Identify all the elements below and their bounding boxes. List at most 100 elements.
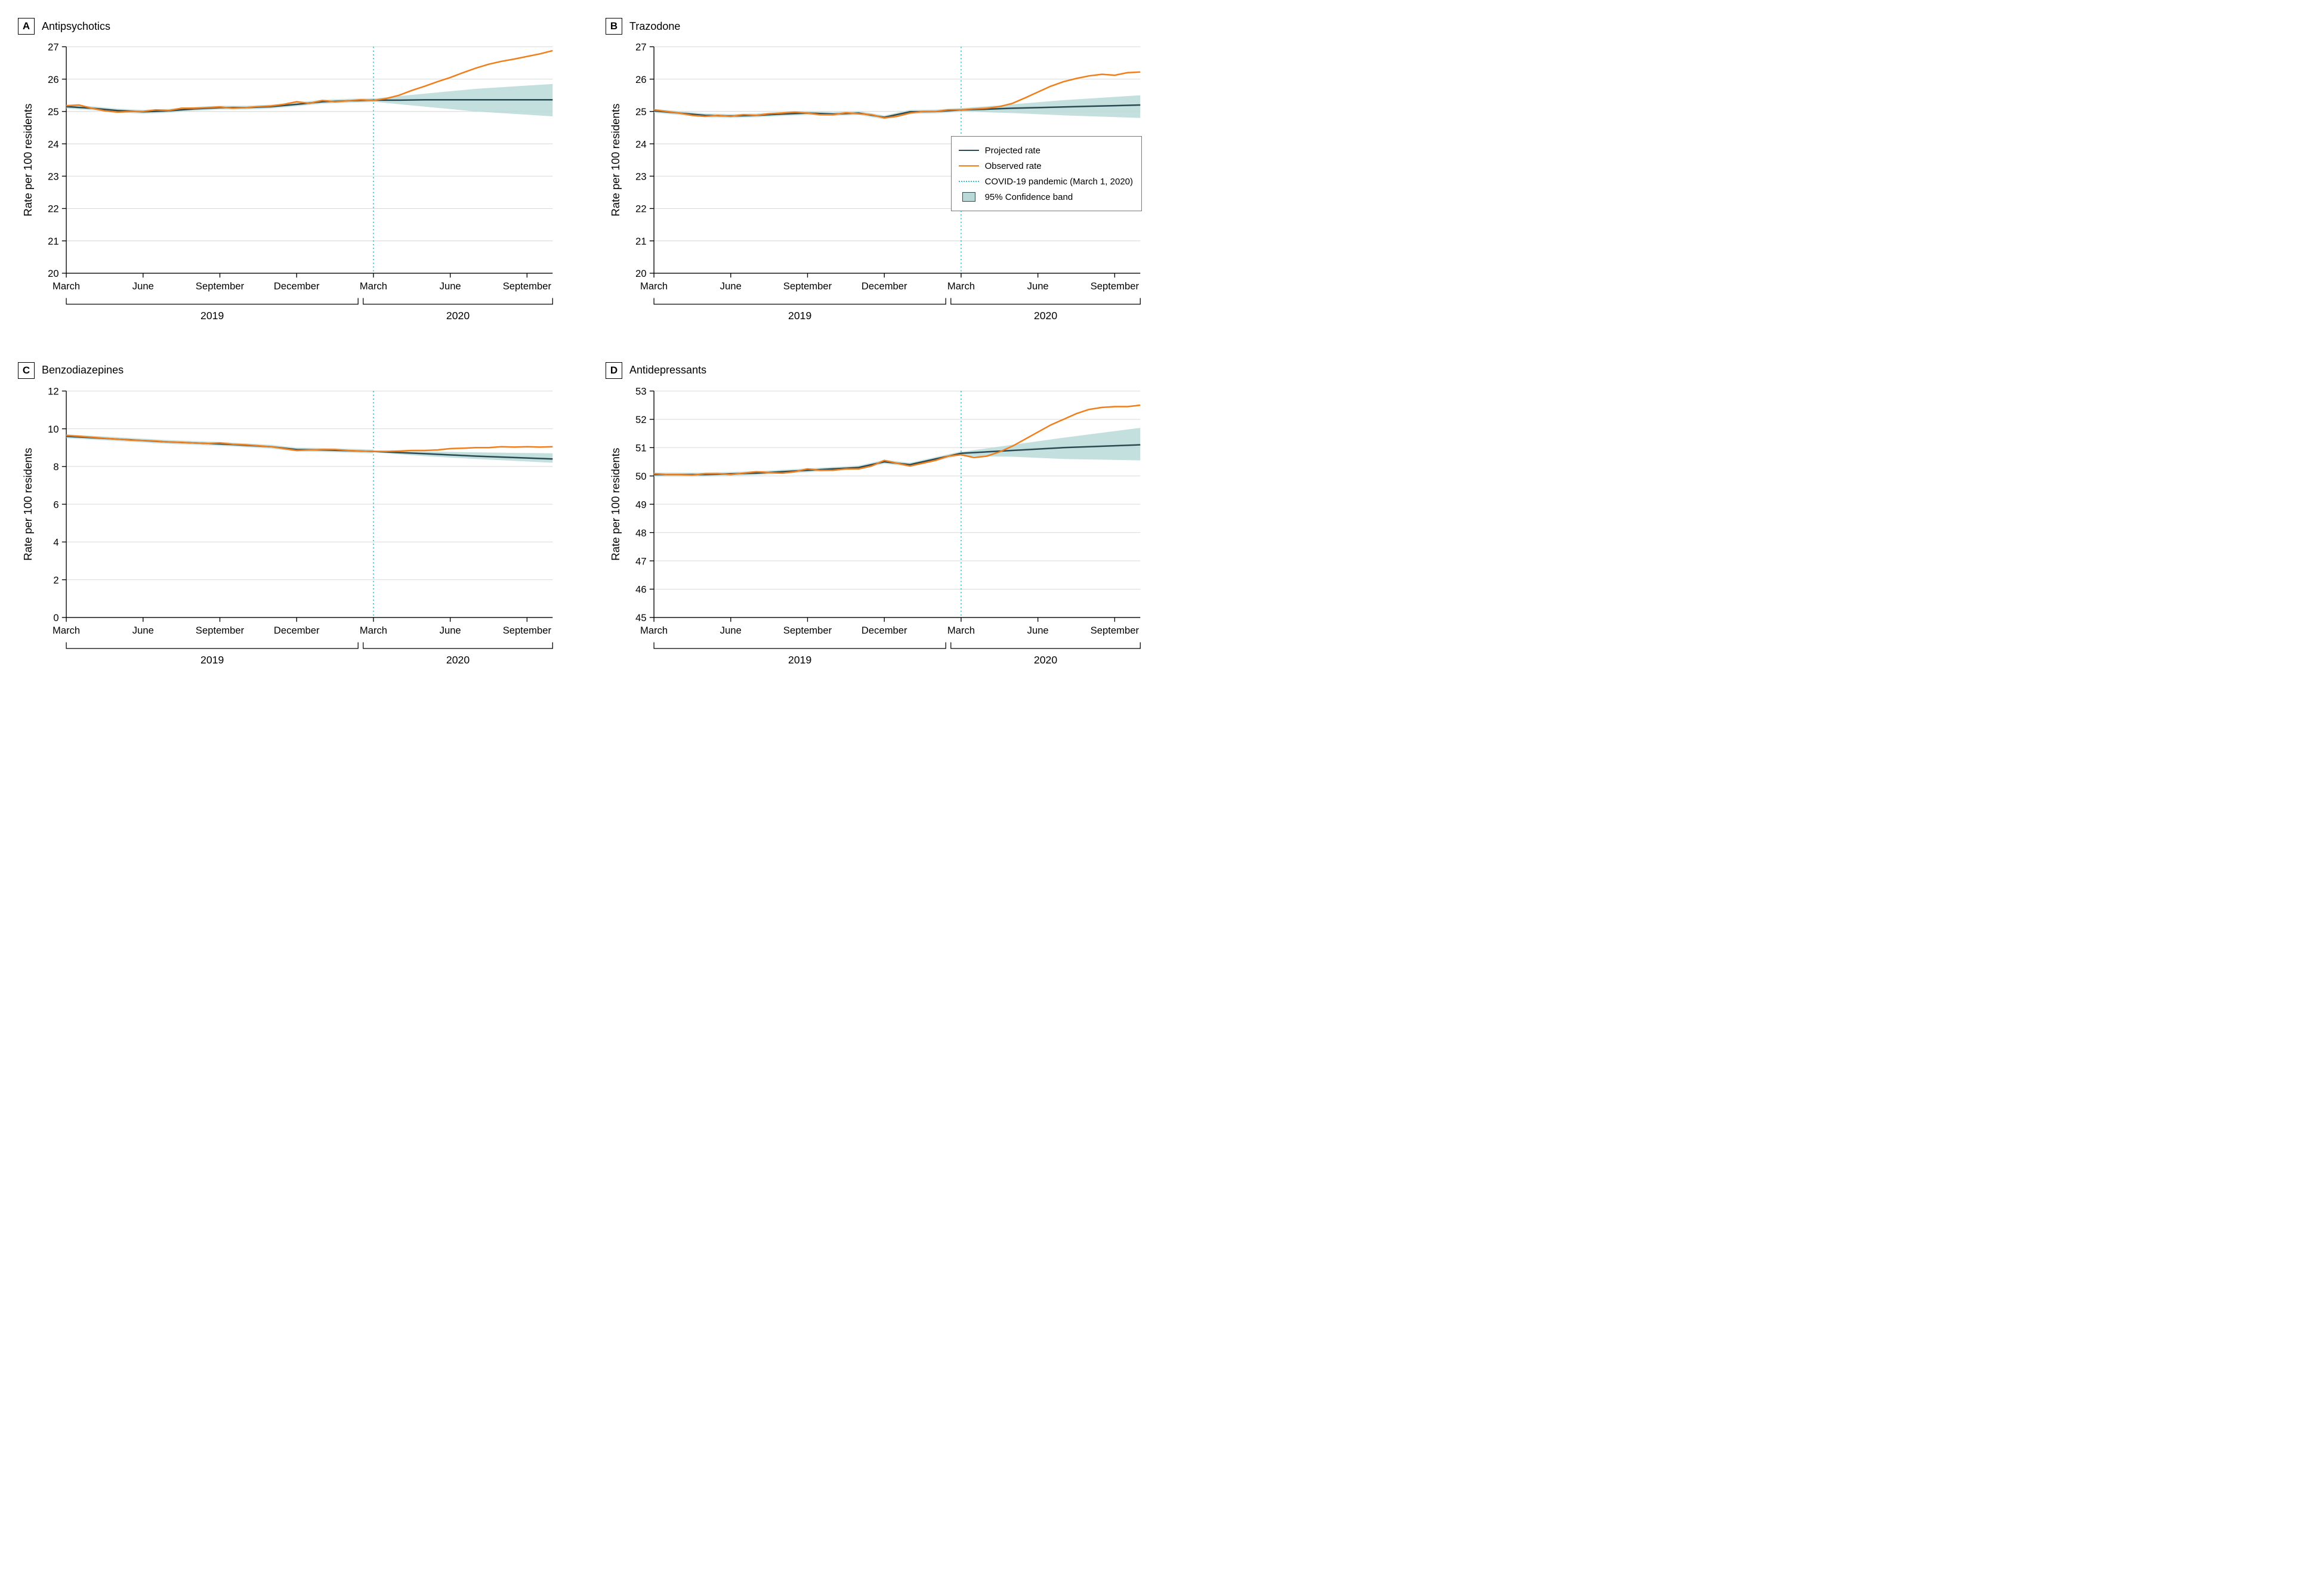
- panel-title: Benzodiazepines: [42, 364, 123, 376]
- x-tick-label: September: [783, 280, 832, 292]
- panel-letter: D: [606, 362, 622, 379]
- panel-b: B Trazodone 20 21 22 23 24 25 26 27 March June Septe…: [606, 18, 1151, 332]
- y-tick-label: 27: [635, 42, 647, 53]
- panel-a: A Antipsychotics 20 21 22 23 24 25 26 27 March June…: [18, 18, 564, 332]
- x-tick-label: September: [196, 280, 245, 292]
- x-tick-label: March: [53, 280, 80, 292]
- x-tick-label: September: [783, 625, 832, 636]
- y-tick-label: 45: [635, 612, 647, 623]
- y-tick-label: 21: [635, 236, 647, 247]
- year-bracket: [363, 298, 552, 304]
- y-tick-label: 24: [48, 138, 59, 150]
- x-tick-label: September: [1091, 280, 1140, 292]
- x-tick-label: June: [440, 625, 461, 636]
- y-tick-label: 20: [48, 268, 59, 279]
- chart-svg: 0 2 4 6 8 10 12 March June September December March…: [18, 385, 564, 677]
- x-tick-label: March: [640, 280, 668, 292]
- x-tick-label: March: [53, 625, 80, 636]
- panel-letter: C: [18, 362, 35, 379]
- y-tick-label: 49: [635, 499, 647, 510]
- y-tick-label: 2: [53, 575, 58, 586]
- x-tick-label: March: [360, 625, 387, 636]
- x-tick-label: June: [440, 280, 461, 292]
- x-tick-label: June: [720, 625, 742, 636]
- y-axis-label: Rate per 100 residents: [21, 447, 34, 560]
- y-tick-label: 0: [53, 612, 58, 623]
- year-bracket: [654, 298, 946, 304]
- x-tick-label: March: [947, 625, 975, 636]
- x-tick-label: March: [947, 280, 975, 292]
- chart-svg: 20 21 22 23 24 25 26 27 March June September Decemb…: [18, 41, 564, 332]
- x-tick-label: December: [862, 280, 907, 292]
- x-tick-label: March: [360, 280, 387, 292]
- year-bracket: [951, 298, 1140, 304]
- legend: Projected rateObserved rateCOVID-19 pand…: [951, 136, 1142, 211]
- year-label: 2020: [1034, 654, 1057, 666]
- year-bracket: [951, 642, 1140, 648]
- legend-item-covid: COVID-19 pandemic (March 1, 2020): [959, 174, 1133, 189]
- year-bracket: [363, 642, 552, 648]
- x-tick-label: December: [274, 625, 320, 636]
- y-tick-label: 27: [48, 42, 59, 53]
- x-tick-label: June: [1027, 280, 1049, 292]
- year-label: 2019: [788, 310, 811, 322]
- panel-c: C Benzodiazepines 0 2 4 6 8 10 12 March June Septem…: [18, 362, 564, 677]
- year-label: 2020: [1034, 310, 1057, 322]
- y-tick-label: 47: [635, 555, 647, 567]
- y-tick-label: 25: [635, 106, 647, 118]
- y-tick-label: 22: [48, 203, 59, 215]
- y-tick-label: 25: [48, 106, 59, 118]
- year-label: 2020: [446, 654, 470, 666]
- y-tick-label: 51: [635, 442, 647, 453]
- y-tick-label: 50: [635, 471, 647, 482]
- y-tick-label: 21: [48, 236, 59, 247]
- y-tick-label: 24: [635, 138, 647, 150]
- y-tick-label: 23: [48, 171, 59, 183]
- year-bracket: [66, 298, 358, 304]
- x-tick-label: December: [862, 625, 907, 636]
- x-tick-label: September: [503, 280, 552, 292]
- year-bracket: [66, 642, 358, 648]
- y-tick-label: 12: [48, 385, 59, 397]
- chart-svg: 45 46 47 48 49 50 51 52 53 March June September Dece…: [606, 385, 1151, 677]
- y-tick-label: 48: [635, 527, 647, 539]
- x-tick-label: December: [274, 280, 320, 292]
- year-label: 2019: [788, 654, 811, 666]
- legend-item-band: 95% Confidence band: [959, 189, 1133, 205]
- x-tick-label: June: [132, 625, 154, 636]
- x-tick-label: September: [1091, 625, 1140, 636]
- panel-title: Antidepressants: [629, 364, 706, 376]
- y-tick-label: 22: [635, 203, 647, 215]
- y-axis-label: Rate per 100 residents: [21, 104, 34, 217]
- year-label: 2019: [200, 310, 224, 322]
- year-label: 2019: [200, 654, 224, 666]
- y-tick-label: 4: [53, 536, 58, 548]
- y-tick-label: 52: [635, 414, 647, 425]
- y-tick-label: 6: [53, 499, 58, 510]
- y-tick-label: 10: [48, 424, 59, 435]
- x-tick-label: March: [640, 625, 668, 636]
- y-tick-label: 46: [635, 584, 647, 595]
- panel-d: D Antidepressants 45 46 47 48 49 50 51 52 53 March J…: [606, 362, 1151, 677]
- panel-letter: A: [18, 18, 35, 35]
- x-tick-label: September: [196, 625, 245, 636]
- panel-title: Trazodone: [629, 20, 680, 33]
- y-tick-label: 8: [53, 461, 58, 473]
- x-tick-label: September: [503, 625, 552, 636]
- y-tick-label: 26: [48, 74, 59, 85]
- x-tick-label: June: [132, 280, 154, 292]
- year-bracket: [654, 642, 946, 648]
- y-tick-label: 20: [635, 268, 647, 279]
- y-tick-label: 26: [635, 74, 647, 85]
- y-axis-label: Rate per 100 residents: [609, 104, 622, 217]
- x-tick-label: June: [720, 280, 742, 292]
- legend-item-observed: Observed rate: [959, 158, 1133, 174]
- legend-item-projected: Projected rate: [959, 143, 1133, 158]
- x-tick-label: June: [1027, 625, 1049, 636]
- year-label: 2020: [446, 310, 470, 322]
- panel-letter: B: [606, 18, 622, 35]
- y-axis-label: Rate per 100 residents: [609, 447, 622, 560]
- y-tick-label: 53: [635, 385, 647, 397]
- y-tick-label: 23: [635, 171, 647, 183]
- panel-title: Antipsychotics: [42, 20, 110, 33]
